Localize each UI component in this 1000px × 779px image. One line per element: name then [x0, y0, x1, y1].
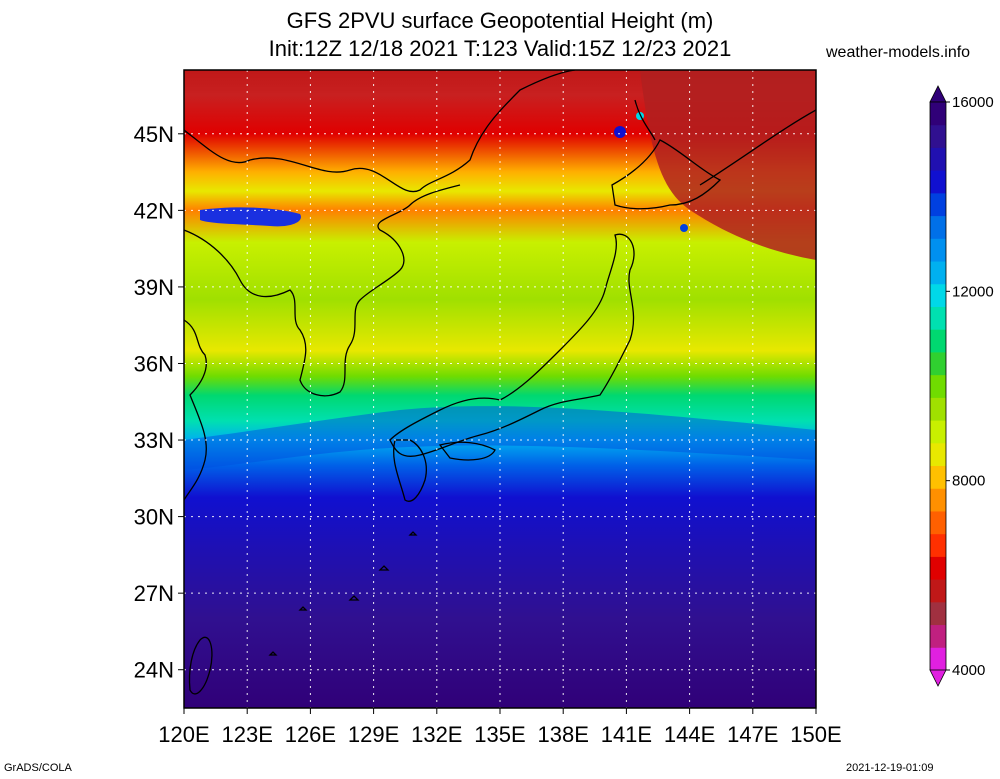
- y-tick-label: 42N: [134, 198, 174, 223]
- colorbar-swatch: [930, 102, 946, 126]
- colorbar-label: 4000: [952, 662, 985, 679]
- colorbar-max-arrow: [929, 85, 947, 103]
- kyushu-outline: [393, 439, 427, 502]
- colorbar-swatch: [930, 647, 946, 671]
- china-east-coast: [184, 319, 207, 501]
- colorbar: 4000 8000 12000 16000: [929, 85, 994, 687]
- colorbar-swatch: [930, 533, 946, 557]
- heatmap-field: [184, 70, 816, 708]
- blue-patch-hokkaido: [614, 126, 626, 138]
- colorbar-swatch: [930, 215, 946, 239]
- x-tick-label: 123E: [222, 722, 273, 747]
- x-tick-label: 126E: [285, 722, 336, 747]
- footer-grads-label: GrADS/COLA: [4, 762, 72, 774]
- colorbar-swatch: [930, 601, 946, 626]
- jet-gradient-band: [184, 406, 816, 470]
- blue-patch-east: [680, 224, 688, 232]
- colorbar-swatch: [930, 488, 946, 512]
- x-tick-label: 144E: [664, 722, 715, 747]
- colorbar-swatch: [930, 124, 946, 148]
- colorbar-swatch: [930, 351, 946, 376]
- colorbar-swatch: [930, 510, 946, 535]
- ryukyu-islands: [268, 531, 418, 656]
- colorbar-swatch: [930, 261, 946, 285]
- source-label: weather-models.info: [826, 44, 971, 61]
- x-tick-label: 129E: [348, 722, 399, 747]
- y-tick-label: 39N: [134, 275, 174, 300]
- footer-timestamp: 2021-12-19-01:09: [846, 762, 934, 774]
- colorbar-swatch: [930, 465, 946, 489]
- x-tick-label: 150E: [790, 722, 841, 747]
- korea-china-coast: [184, 70, 576, 397]
- hokkaido-outline: [611, 139, 722, 210]
- colorbar-swatch: [930, 397, 946, 421]
- colorbar-label: 8000: [952, 473, 985, 490]
- colorbar-swatch: [930, 283, 946, 307]
- colorbar-label: 12000: [952, 283, 994, 300]
- colorbar-swatch: [930, 624, 946, 648]
- colorbar-swatch: [930, 329, 946, 353]
- gridlines: [184, 70, 816, 708]
- y-tick-label: 27N: [134, 581, 174, 606]
- y-tick-label: 30N: [134, 505, 174, 530]
- blue-patch-42n: [200, 207, 301, 227]
- colorbar-swatch: [930, 374, 946, 398]
- sakhalin-kurils: [634, 99, 816, 186]
- x-tick-label: 138E: [538, 722, 589, 747]
- latitude-axis: 24N 27N 30N 33N 36N 39N 42N 45N: [134, 122, 184, 683]
- colorbar-min-arrow: [929, 669, 947, 687]
- map-title-line2: Init:12Z 12/18 2021 T:123 Valid:15Z 12/2…: [268, 36, 732, 61]
- colorbar-swatch: [930, 306, 946, 330]
- colorbar-swatch: [930, 442, 946, 467]
- x-tick-label: 120E: [158, 722, 209, 747]
- colorbar-label: 16000: [952, 94, 994, 111]
- colorbar-swatch: [930, 238, 946, 262]
- ne-low-height-region: [640, 70, 816, 260]
- colorbar-swatch: [930, 420, 946, 444]
- colorbar-swatch: [930, 147, 946, 171]
- y-tick-label: 36N: [134, 351, 174, 376]
- shikoku-outline: [438, 441, 496, 461]
- colorbar-swatch: [930, 170, 946, 194]
- longitude-axis: 120E 123E 126E 129E 132E 135E 138E 141E 144E 147E…: [158, 708, 842, 747]
- colorbar-swatch: [930, 556, 946, 580]
- colorbar-swatch: [930, 579, 946, 603]
- colorbar-frame: [929, 101, 947, 671]
- y-tick-label: 33N: [134, 428, 174, 453]
- x-tick-label: 135E: [474, 722, 525, 747]
- x-tick-label: 141E: [601, 722, 652, 747]
- y-tick-label: 45N: [134, 122, 174, 147]
- taiwan-outline: [188, 636, 213, 695]
- colorbar-swatch: [930, 192, 946, 217]
- coastlines: [184, 70, 816, 695]
- x-tick-label: 132E: [411, 722, 462, 747]
- map-title-line1: GFS 2PVU surface Geopotential Height (m): [286, 8, 714, 33]
- x-tick-label: 147E: [727, 722, 778, 747]
- y-tick-label: 24N: [134, 658, 174, 683]
